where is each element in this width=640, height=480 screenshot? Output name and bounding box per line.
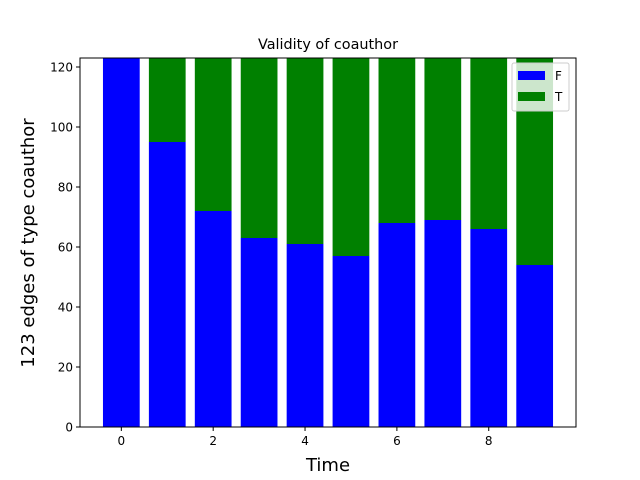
y-tick-label: 100 bbox=[50, 121, 73, 135]
y-tick-label: 80 bbox=[58, 181, 73, 195]
bar-T-4 bbox=[286, 58, 324, 244]
y-tick-label: 120 bbox=[50, 61, 73, 75]
bar-T-2 bbox=[194, 58, 232, 211]
bar-T-6 bbox=[378, 58, 416, 223]
y-tick-label: 40 bbox=[58, 301, 73, 315]
chart-title: Validity of coauthor bbox=[258, 37, 398, 53]
bar-F-5 bbox=[332, 256, 370, 427]
x-tick-label: 6 bbox=[393, 434, 401, 448]
bars-group bbox=[102, 58, 554, 427]
bar-F-8 bbox=[470, 229, 508, 427]
plot-frame bbox=[79, 57, 577, 428]
x-axis-label: Time bbox=[305, 455, 350, 476]
bar-F-4 bbox=[286, 244, 324, 427]
bar-T-7 bbox=[424, 58, 462, 220]
legend: FT bbox=[511, 62, 570, 112]
legend-label-T: T bbox=[554, 90, 563, 104]
x-tick-label: 2 bbox=[209, 434, 217, 448]
bar-T-3 bbox=[240, 58, 278, 238]
x-tick-label: 4 bbox=[301, 434, 309, 448]
bar-F-2 bbox=[194, 211, 232, 427]
bar-F-1 bbox=[148, 142, 186, 427]
legend-swatch-F bbox=[518, 71, 545, 80]
bar-F-6 bbox=[378, 223, 416, 427]
bar-T-5 bbox=[332, 58, 370, 256]
bar-F-3 bbox=[240, 238, 278, 427]
legend-swatch-T bbox=[518, 92, 545, 101]
x-tick-label: 0 bbox=[118, 434, 126, 448]
y-tick-label: 0 bbox=[65, 421, 73, 435]
bar-F-9 bbox=[516, 265, 554, 427]
bar-T-1 bbox=[148, 58, 186, 142]
bar-F-7 bbox=[424, 220, 462, 427]
x-tick-label: 8 bbox=[485, 434, 493, 448]
y-tick-label: 60 bbox=[58, 241, 73, 255]
y-tick-label: 20 bbox=[58, 361, 73, 375]
legend-label-F: F bbox=[555, 69, 562, 83]
bar-F-0 bbox=[102, 58, 140, 427]
bar-T-8 bbox=[470, 58, 508, 229]
y-axis-label: 123 edges of type coauthor bbox=[18, 118, 39, 368]
